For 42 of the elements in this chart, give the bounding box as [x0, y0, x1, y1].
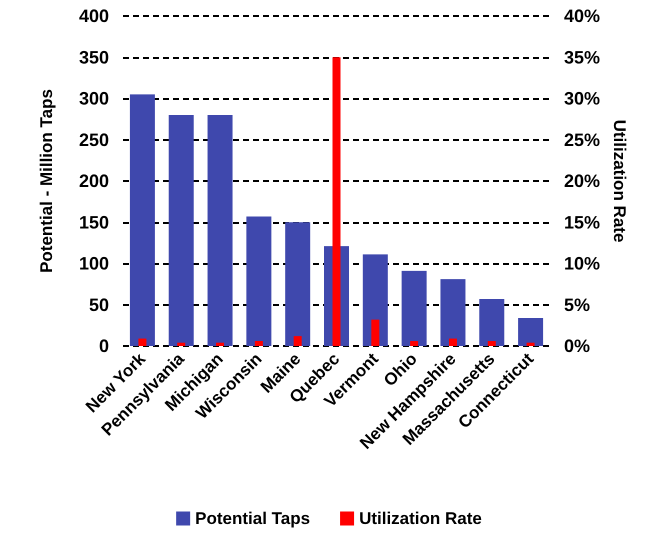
bar	[254, 341, 263, 346]
y2-tick-label: 35%	[564, 47, 600, 68]
y-tick-label: 350	[78, 47, 109, 68]
y-tick-label: 300	[78, 88, 109, 108]
y2-tick-label: 0%	[564, 336, 590, 356]
y-tick-label: 100	[78, 254, 109, 274]
y2-tick-label: 15%	[564, 212, 600, 232]
y2-tick-label: 30%	[564, 88, 600, 108]
bar	[488, 341, 496, 346]
bar	[448, 338, 457, 346]
y2-tick-label: 25%	[564, 130, 600, 150]
y2-tick-label: 20%	[564, 171, 600, 191]
y-tick-label: 200	[78, 171, 109, 191]
bar	[410, 341, 418, 346]
y-tick-label: 400	[78, 6, 109, 26]
bar	[371, 320, 380, 346]
bar	[518, 318, 544, 346]
bar	[479, 298, 504, 346]
y2-axis-title: Utilization Rate	[610, 120, 629, 242]
y-axis-title: Potential - Million Taps	[37, 89, 56, 273]
bar	[402, 270, 427, 346]
y-tick-label: 0	[98, 336, 109, 356]
bar	[362, 254, 388, 346]
bar	[285, 222, 310, 346]
y-tick-label: 250	[78, 130, 109, 150]
bar	[130, 94, 155, 346]
bar	[177, 342, 186, 346]
legend-label: Utilization Rate	[359, 509, 482, 528]
bar	[246, 216, 272, 346]
bar	[294, 336, 302, 346]
bar	[216, 342, 224, 346]
legend-label: Potential Taps	[195, 509, 310, 528]
bar	[138, 338, 146, 346]
y2-tick-label: 10%	[564, 254, 600, 274]
y-tick-label: 50	[88, 294, 109, 315]
bar	[440, 279, 466, 346]
bar	[208, 115, 233, 346]
y2-tick-label: 40%	[564, 6, 600, 26]
bar	[526, 342, 535, 346]
bar	[168, 115, 194, 346]
y-tick-label: 150	[78, 212, 109, 232]
y2-tick-label: 5%	[564, 294, 590, 315]
